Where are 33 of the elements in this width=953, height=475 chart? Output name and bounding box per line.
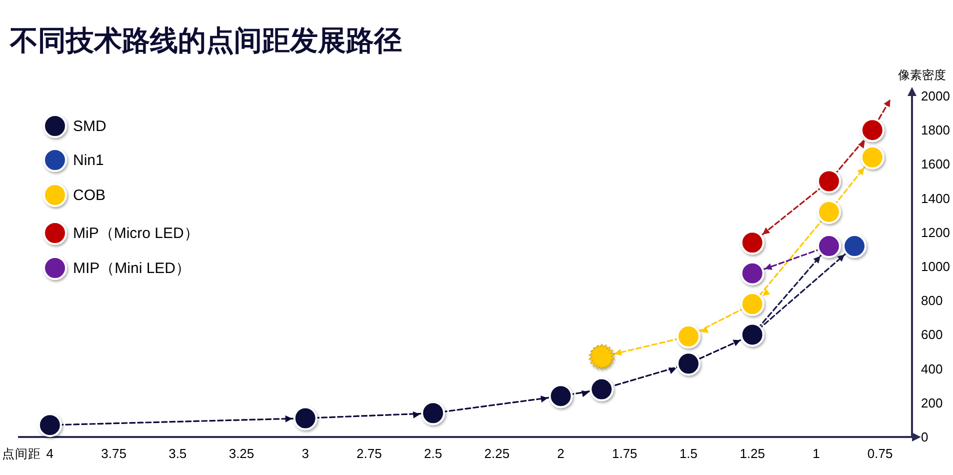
y-tick-label: 200	[921, 395, 943, 410]
y-tick-label: 0	[921, 430, 928, 444]
x-tick-label: 1.5	[679, 446, 698, 461]
y-tick-label: 1800	[921, 122, 950, 138]
x-tick-label: 3	[302, 446, 309, 461]
y-tick-label: 1000	[921, 259, 950, 274]
x-tick-label: 2.25	[484, 446, 510, 461]
legend-label: Nin1	[73, 152, 104, 168]
y-tick-label: 2000	[921, 88, 950, 104]
x-tick-label: 0.75	[867, 446, 893, 461]
x-tick-label: 2	[557, 446, 564, 461]
y-axis-title: 像素密度	[898, 68, 946, 82]
legend-label: MIP（Mini LED）	[73, 260, 191, 276]
legend-label: MiP（Micro LED）	[73, 224, 199, 242]
x-tick-label: 1	[812, 446, 820, 461]
legend-label: COB	[73, 186, 106, 204]
x-tick-label: 2.75	[356, 446, 382, 461]
x-axis-title: 点间距	[2, 447, 41, 461]
y-tick-label: 1600	[921, 156, 950, 172]
y-tick-label: 1200	[921, 224, 950, 240]
y-tick-label: 1400	[921, 190, 950, 206]
x-tick-label: 3.5	[168, 446, 187, 461]
x-tick-label: 1.75	[612, 446, 638, 461]
y-tick-label: 600	[921, 327, 943, 342]
x-tick-label: 3.75	[101, 446, 126, 461]
y-tick-label: 800	[921, 293, 943, 308]
y-tick-label: 400	[921, 361, 943, 376]
x-tick-label: 3.25	[228, 446, 254, 461]
x-tick-label: 2.5	[424, 446, 442, 461]
legend-label: SMD	[73, 118, 106, 134]
chart-title: 不同技术路线的点间距发展路径	[9, 25, 402, 56]
x-tick-label: 1.25	[740, 446, 766, 461]
x-tick-label: 4	[46, 446, 54, 461]
